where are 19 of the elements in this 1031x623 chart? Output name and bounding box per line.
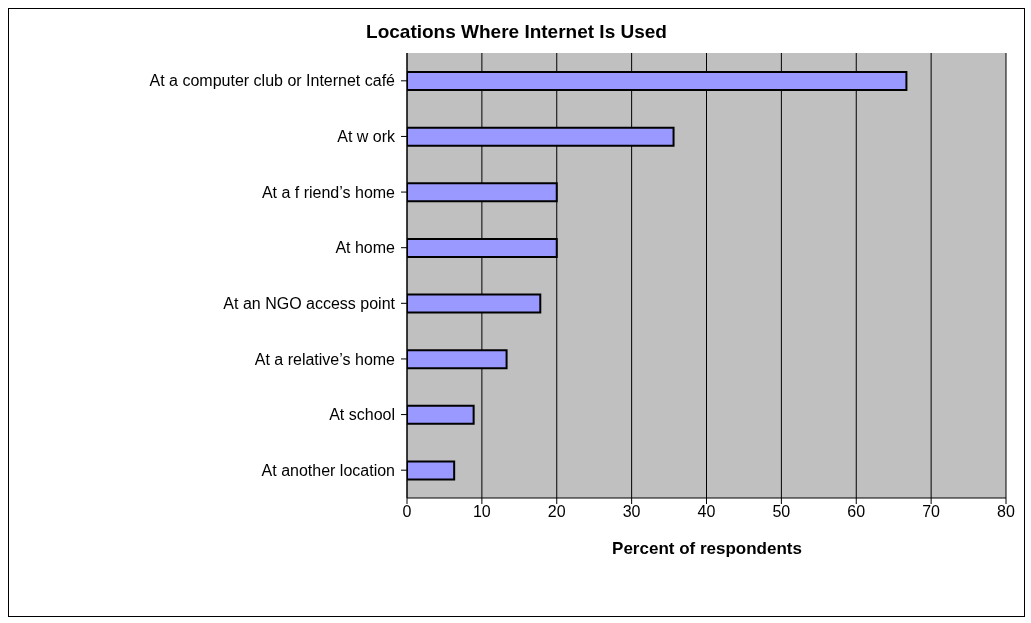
y-tick-label: At a f riend’s home xyxy=(261,183,396,201)
y-tick-label: At home xyxy=(335,239,396,257)
x-tick-label: 0 xyxy=(402,503,412,521)
y-tick-label: At school xyxy=(329,406,395,424)
y-tick-label: At a computer club or Internet café xyxy=(149,72,396,90)
x-tick-label: 30 xyxy=(622,503,641,521)
x-tick-label: 60 xyxy=(847,503,866,521)
chart-title: Locations Where Internet Is Used xyxy=(365,21,668,43)
y-tick-label: At w ork xyxy=(337,128,396,146)
x-tick-label: 50 xyxy=(772,503,791,521)
x-tick-label: 40 xyxy=(697,503,716,521)
x-tick-label: 80 xyxy=(997,503,1015,521)
y-tick-label: At an NGO access point xyxy=(223,294,396,312)
y-tick-label: At another location xyxy=(261,461,395,479)
x-tick-label: 70 xyxy=(922,503,941,521)
x-tick-label: 20 xyxy=(547,503,566,521)
x-axis-title: Percent of respondents xyxy=(611,539,803,559)
x-tick-label: 10 xyxy=(472,503,491,521)
y-tick-label: At a relative’s home xyxy=(254,350,396,368)
